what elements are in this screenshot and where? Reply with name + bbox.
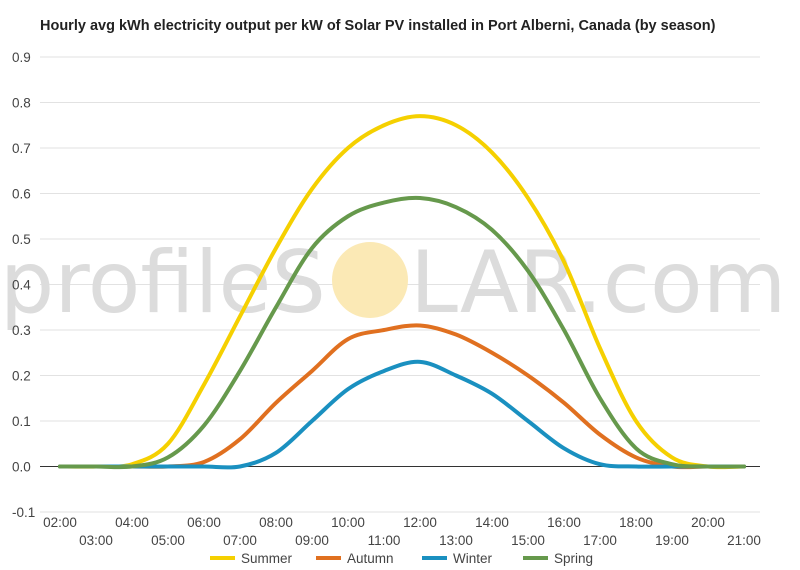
gridlines: [40, 56, 760, 513]
y-tick-label: 0.0: [12, 460, 31, 475]
x-tick-label: 12:00: [403, 515, 437, 530]
y-tick-label: 0.3: [12, 323, 31, 338]
x-tick-label: 09:00: [295, 533, 329, 548]
y-tick-label: 0.9: [12, 50, 31, 65]
y-axis-ticks: -0.1 0.0 0.1 0.2 0.3 0.4 0.5 0.6 0.7 0.8 0.9: [12, 50, 35, 520]
watermark: profileS LAR.com: [0, 233, 786, 333]
x-axis-ticks: 02:0003:0004:0005:0006:0007:0008:0009:00…: [43, 515, 761, 548]
x-tick-label: 04:00: [115, 515, 149, 530]
x-tick-label: 21:00: [727, 533, 761, 548]
y-tick-label: 0.2: [12, 369, 31, 384]
y-tick-label: 0.4: [12, 278, 31, 293]
y-tick-label: -0.1: [12, 505, 35, 520]
x-tick-label: 13:00: [439, 533, 473, 548]
x-tick-label: 20:00: [691, 515, 725, 530]
y-tick-label: 0.1: [12, 414, 31, 429]
x-tick-label: 16:00: [547, 515, 581, 530]
series-line-spring: [58, 195, 746, 470]
watermark-text-right: LAR.com: [410, 233, 786, 333]
x-tick-label: 08:00: [259, 515, 293, 530]
y-tick-label: 0.7: [12, 141, 31, 156]
y-tick-label: 0.6: [12, 187, 31, 202]
legend-item-summer[interactable]: Summer: [210, 551, 293, 566]
watermark-sun: [332, 242, 408, 318]
legend-label: Summer: [241, 551, 293, 566]
x-tick-label: 11:00: [368, 533, 401, 548]
x-tick-label: 05:00: [151, 533, 185, 548]
legend-item-winter[interactable]: Winter: [422, 551, 493, 566]
legend-item-spring[interactable]: Spring: [523, 551, 593, 566]
legend-label: Autumn: [347, 551, 394, 566]
x-tick-label: 19:00: [655, 533, 689, 548]
x-tick-label: 06:00: [187, 515, 221, 530]
legend-label: Winter: [453, 551, 493, 566]
chart-title: Hourly avg kWh electricity output per kW…: [40, 18, 716, 34]
x-tick-label: 18:00: [619, 515, 653, 530]
series-lines: [58, 114, 746, 470]
x-tick-label: 03:00: [79, 533, 113, 548]
x-tick-label: 15:00: [511, 533, 545, 548]
series-line-autumn: [58, 323, 746, 470]
series-line-summer: [58, 114, 746, 470]
x-tick-label: 02:00: [43, 515, 77, 530]
y-tick-label: 0.8: [12, 96, 31, 111]
x-tick-label: 10:00: [331, 515, 365, 530]
x-tick-label: 07:00: [223, 533, 257, 548]
legend-label: Spring: [554, 551, 593, 566]
series-line-winter: [58, 359, 746, 470]
x-tick-label: 17:00: [583, 533, 617, 548]
x-tick-label: 14:00: [475, 515, 509, 530]
y-tick-label: 0.5: [12, 232, 31, 247]
legend-item-autumn[interactable]: Autumn: [316, 551, 394, 566]
legend[interactable]: Summer Autumn Winter Spring: [210, 551, 593, 566]
